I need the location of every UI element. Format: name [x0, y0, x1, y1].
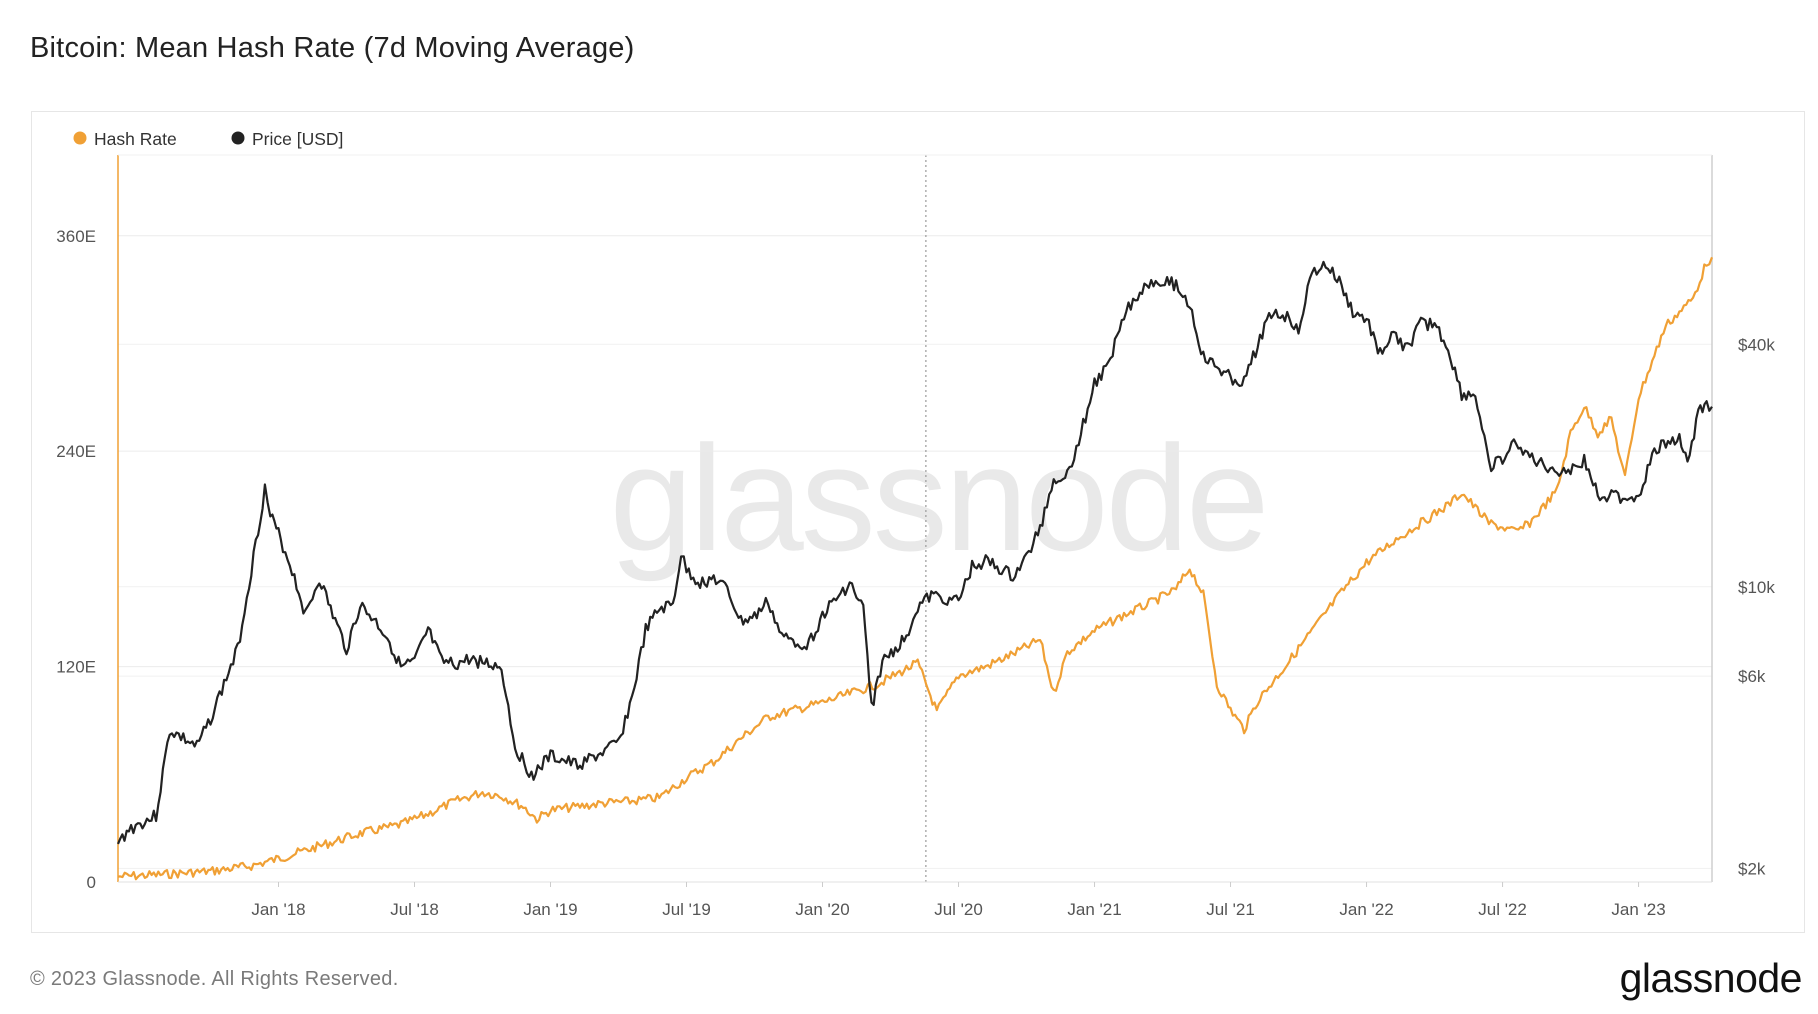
legend: Hash Rate Price [USD] [73, 129, 343, 149]
x-tick-label: Jul '22 [1478, 900, 1527, 919]
grid-lines [118, 155, 1712, 883]
y-right-tick-label: $2k [1738, 859, 1766, 878]
x-tick-label: Jul '18 [390, 900, 439, 919]
y-left-tick-label: 120E [56, 658, 96, 677]
hash-rate-line [117, 256, 1714, 881]
y-left-tick-label: 360E [56, 227, 96, 246]
series-layer [116, 256, 1714, 881]
chart-panel [31, 111, 1805, 933]
x-tick-label: Jul '21 [1206, 900, 1255, 919]
x-tick-label: Jan '18 [251, 900, 305, 919]
y-left-tick-label: 240E [56, 442, 96, 461]
x-tick-label: Jan '19 [523, 900, 577, 919]
x-tick-label: Jan '22 [1339, 900, 1393, 919]
legend-marker-price-usd [231, 131, 245, 145]
price-line [116, 260, 1713, 845]
y-right-tick-label: $10k [1738, 578, 1775, 597]
x-tick-label: Jul '19 [662, 900, 711, 919]
x-tick-label: Jan '20 [795, 900, 849, 919]
watermark-text: glassnode [610, 414, 1267, 582]
y-right-tick-label: $40k [1738, 335, 1775, 354]
legend-label-price-usd[interactable]: Price [USD] [252, 129, 343, 149]
y-right-tick-label: $6k [1738, 667, 1766, 686]
brand-logo: glassnode [1619, 955, 1803, 1001]
chart-title: Bitcoin: Mean Hash Rate (7d Moving Avera… [30, 32, 635, 64]
legend-label-hash-rate[interactable]: Hash Rate [94, 129, 177, 149]
x-tick-label: Jan '21 [1067, 900, 1121, 919]
x-tick-label: Jan '23 [1611, 900, 1665, 919]
legend-marker-hash-rate [73, 131, 87, 145]
y-left-tick-label: 0 [87, 873, 96, 892]
copyright-footer: © 2023 Glassnode. All Rights Reserved. [30, 968, 399, 990]
axes: 0 120E 240E 360E $2k $6k $10k $40k Jan '18 Jul '1… [56, 154, 1775, 919]
x-tick-label: Jul '20 [934, 900, 983, 919]
